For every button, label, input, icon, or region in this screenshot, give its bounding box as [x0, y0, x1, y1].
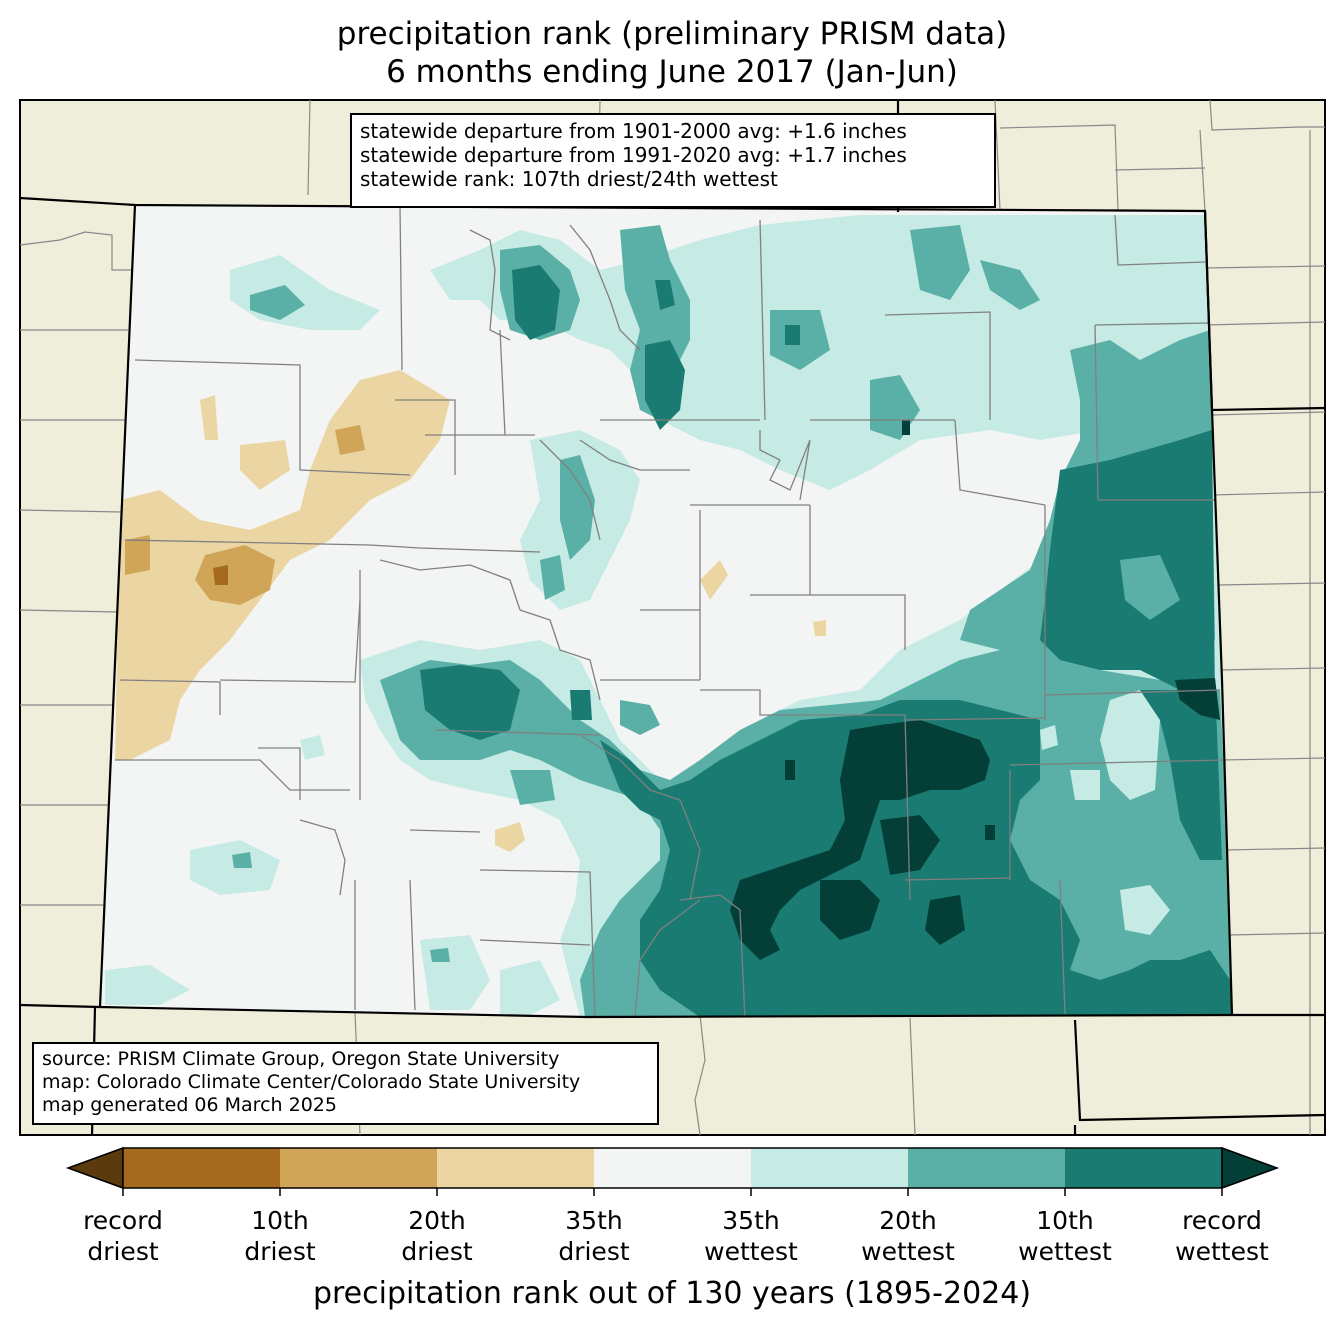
- source-line-data: source: PRISM Climate Group, Oregon Stat…: [42, 1048, 560, 1070]
- wet-35th-patches: [1040, 690, 1170, 935]
- wet-record-areas: [730, 420, 1220, 960]
- colorbar-swatch: [751, 1148, 908, 1188]
- source-box: source: PRISM Climate Group, Oregon Stat…: [32, 1042, 659, 1125]
- colorbar-high-extend: [1221, 1146, 1280, 1190]
- stats-line-1991-2020: statewide departure from 1991-2020 avg: …: [360, 143, 907, 167]
- colorbar-swatch: [280, 1148, 437, 1188]
- colorbar-tick-label: 35th driest: [558, 1206, 630, 1266]
- stats-line-1901-2000: statewide departure from 1901-2000 avg: …: [360, 119, 907, 143]
- dry-areas: [115, 370, 826, 852]
- statewide-stats-box: statewide departure from 1901-2000 avg: …: [350, 113, 996, 208]
- stats-line-rank: statewide rank: 107th driest/24th wettes…: [360, 167, 778, 191]
- colorbar-ticks: [122, 1188, 1223, 1196]
- source-line-map: map: Colorado Climate Center/Colorado St…: [42, 1071, 581, 1093]
- colorbar-swatch: [437, 1148, 594, 1188]
- colorbar-swatch: [123, 1148, 280, 1188]
- colorbar-tick-label: 20th wettest: [861, 1206, 955, 1266]
- county-lines: [115, 206, 1226, 1017]
- colorbar-title: precipitation rank out of 130 years (189…: [312, 1276, 1032, 1311]
- colorbar-swatch: [1065, 1148, 1222, 1188]
- source-line-generated: map generated 06 March 2025: [42, 1094, 337, 1116]
- colorbar-tick-label: 35th wettest: [704, 1206, 798, 1266]
- colorbar-tick-label: record driest: [83, 1206, 163, 1266]
- map-title-line2: 6 months ending June 2017 (Jan-Jun): [386, 54, 958, 90]
- colorbar-low-extend: [65, 1146, 124, 1190]
- colorbar-tick-label: 20th driest: [401, 1206, 473, 1266]
- precip-rank-field: [100, 205, 1232, 1017]
- colorbar-swatch: [594, 1148, 751, 1188]
- colorbar: [65, 1146, 1280, 1196]
- colorbar-swatch: [908, 1148, 1065, 1188]
- colorbar-tick-label: record wettest: [1175, 1206, 1269, 1266]
- colorbar-tick-label: 10th wettest: [1018, 1206, 1112, 1266]
- map-title-line1: precipitation rank (preliminary PRISM da…: [336, 16, 1008, 52]
- colorbar-tick-label: 10th driest: [244, 1206, 316, 1266]
